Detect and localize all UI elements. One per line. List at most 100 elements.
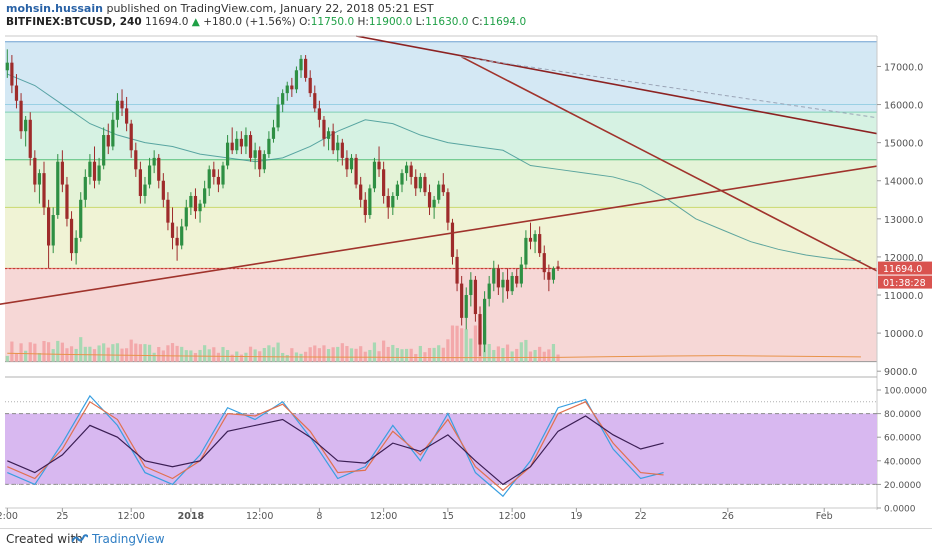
candle — [368, 184, 372, 219]
volume-bar — [455, 325, 459, 362]
candle — [244, 127, 248, 155]
volume-bar — [166, 345, 170, 362]
time-axis-label: 22 — [635, 511, 647, 522]
candle — [340, 138, 344, 166]
candle-body — [547, 272, 551, 280]
volume-bar — [239, 354, 243, 362]
volume-bar — [533, 349, 537, 362]
volume-bar — [253, 349, 257, 362]
volume-bar — [464, 329, 468, 362]
created-with-label: Created with — [6, 532, 83, 546]
price-axis-label: 11000.0 — [884, 291, 923, 302]
oscillator-axis-label: 60.0000 — [884, 434, 921, 444]
candle-body — [345, 157, 349, 170]
candle — [235, 131, 239, 155]
volume-bar — [432, 347, 436, 362]
volume-bar — [423, 352, 427, 362]
candle-body — [482, 298, 487, 345]
candle-body — [391, 195, 395, 208]
candle — [432, 195, 436, 219]
candle-body — [313, 93, 317, 109]
candle — [83, 169, 87, 208]
high-value: 11900.0 — [368, 16, 413, 28]
candle-body — [331, 131, 335, 151]
candle — [65, 176, 69, 227]
chart-canvas[interactable]: 17000.0 16000.0 15000.0 14000.0 13000.0 12000… — [0, 30, 932, 528]
volume-bar — [33, 343, 37, 362]
candle — [505, 268, 510, 299]
pane-separator-bg — [0, 376, 932, 388]
volume-bar — [212, 347, 216, 362]
candle-body — [496, 268, 500, 288]
volume-bar — [354, 348, 358, 362]
close-label: C: — [471, 16, 483, 28]
candle-body — [143, 184, 147, 196]
volume-bar — [409, 348, 413, 362]
candle — [281, 89, 285, 113]
candle — [294, 66, 299, 94]
candle-body — [464, 295, 468, 318]
candle — [276, 96, 280, 132]
candle-body — [317, 108, 321, 120]
volume-bar — [542, 351, 546, 362]
candle-body — [418, 176, 422, 189]
volume-bar — [92, 349, 97, 362]
fib-zone — [5, 41, 877, 113]
candle-body — [349, 157, 354, 170]
volume-bar — [450, 325, 455, 362]
low-value: 11630.0 — [425, 16, 469, 28]
volume-bar — [528, 351, 533, 362]
candle — [203, 180, 207, 208]
oscillator-axis-label: 80.0000 — [884, 410, 921, 420]
candle-body — [446, 192, 450, 223]
volume-bar — [460, 328, 464, 362]
volume-bar — [74, 348, 78, 362]
volume-bar — [290, 348, 294, 362]
candle-body — [386, 195, 390, 208]
candle-body — [253, 150, 257, 158]
countdown-badge — [878, 275, 932, 289]
oscillator-axis-label: 20.0000 — [884, 481, 921, 491]
candle-body — [308, 77, 312, 94]
candle-body — [258, 150, 262, 170]
candle-body — [281, 93, 285, 105]
volume-bar — [372, 342, 377, 362]
candle-body — [65, 184, 69, 219]
candle — [326, 127, 331, 151]
candle — [152, 150, 156, 174]
candle — [391, 192, 395, 216]
price-axis-label: 9000.0 — [884, 367, 917, 378]
candle — [253, 142, 257, 170]
candle — [533, 230, 537, 254]
candle — [225, 135, 230, 170]
candle — [198, 199, 202, 223]
candle — [5, 49, 9, 78]
volume-bar — [102, 343, 106, 362]
candle — [28, 112, 32, 166]
time-axis-label: 12:00 — [370, 511, 397, 522]
volume-bar — [170, 343, 175, 362]
candle — [147, 157, 152, 189]
candle — [138, 161, 142, 204]
volume-bar — [42, 340, 46, 362]
price-axis-label: 17000.0 — [884, 62, 923, 73]
author-name[interactable]: mohsin.hussain — [6, 2, 103, 15]
volume-bar — [441, 347, 445, 362]
volume-bar — [60, 342, 64, 362]
candle-body — [469, 279, 473, 296]
candle-body — [203, 188, 207, 204]
volume-bar — [331, 347, 335, 362]
time-axis-label: 15 — [442, 511, 454, 522]
tradingview-link[interactable]: TradingView — [72, 532, 165, 546]
candle-body — [556, 266, 560, 269]
volume-bar — [138, 344, 142, 362]
time-axis-label: 12:00 — [118, 511, 145, 522]
volume-bar — [97, 345, 101, 362]
candle-body — [363, 199, 367, 216]
candle — [450, 218, 455, 265]
volume-bar — [225, 349, 230, 362]
oscillator-axis-label: 100.0000 — [884, 387, 927, 397]
candle — [60, 150, 64, 193]
last-price-badge-text: 11694.0 — [883, 264, 922, 275]
candle — [363, 192, 367, 223]
